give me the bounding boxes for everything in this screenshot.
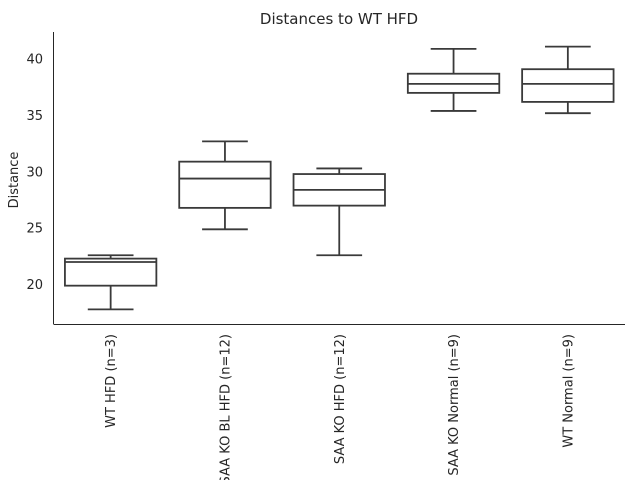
y-axis-label: Distance <box>7 152 22 209</box>
iqr-box <box>178 160 272 209</box>
y-tick-label: 35 <box>26 109 43 124</box>
boxes <box>64 45 615 311</box>
box-group <box>406 48 501 112</box>
iqr-box <box>521 68 615 103</box>
x-tick-label: SAA KO Normal (n=9) <box>447 334 462 476</box>
x-tick-label: SAA KO HFD (n=12) <box>333 334 348 464</box>
x-tick-labels: WT HFD (n=3) SAA KO BL HFD (n=12) SAA KO H… <box>104 334 576 480</box>
x-tick-label: WT HFD (n=3) <box>104 334 119 428</box>
box-group <box>292 167 386 257</box>
box-group <box>178 140 272 231</box>
x-tick-label: SAA KO BL HFD (n=12) <box>218 334 233 480</box>
y-tick-label: 20 <box>26 278 43 293</box>
y-tick-label: 30 <box>26 165 43 180</box>
y-tick-label: 25 <box>26 222 43 237</box>
box-group <box>64 254 158 311</box>
chart-title: Distances to WT HFD <box>260 10 418 28</box>
box-group <box>521 45 615 115</box>
iqr-box <box>64 257 158 287</box>
y-tick-label: 40 <box>26 53 43 68</box>
y-tick-labels: 20 25 30 35 40 <box>26 53 43 293</box>
x-tick-label: WT Normal (n=9) <box>561 334 576 448</box>
